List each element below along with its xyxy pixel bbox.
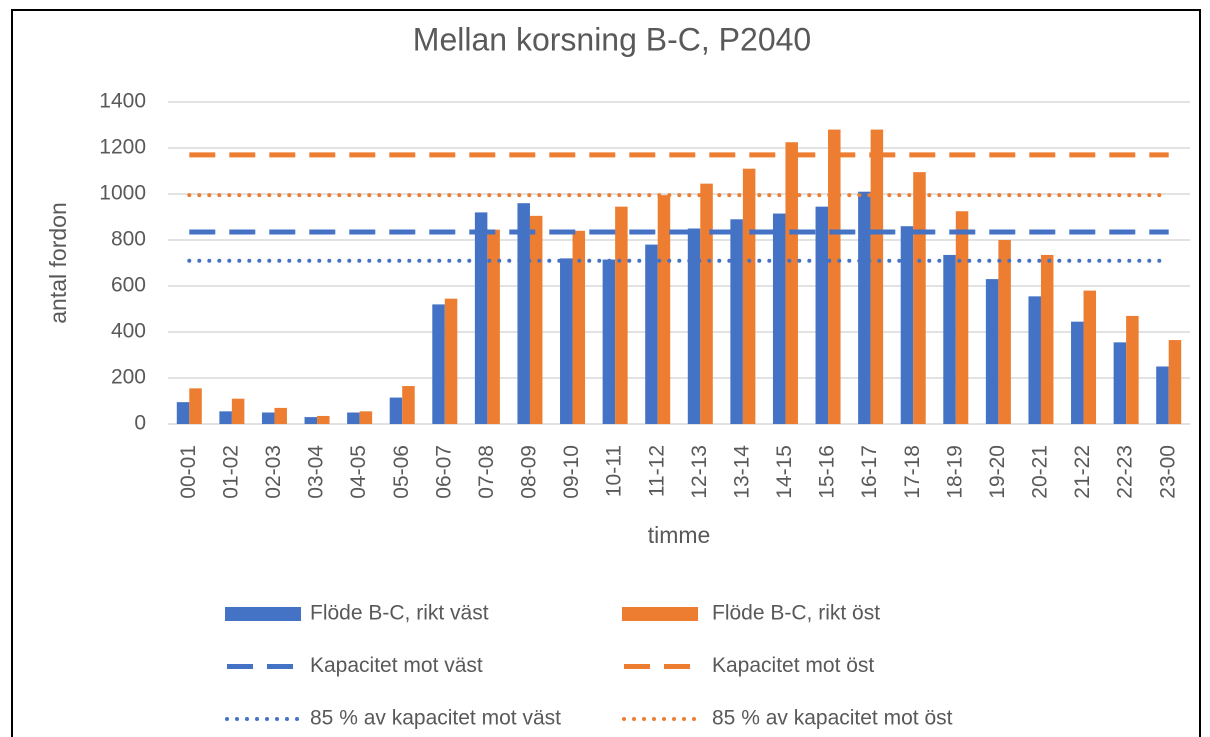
legend-label: 85 % av kapacitet mot öst — [712, 707, 953, 730]
bar — [645, 244, 658, 424]
y-tick-label: 400 — [111, 320, 146, 343]
bar — [1126, 315, 1139, 424]
bar — [687, 228, 701, 424]
bar — [474, 212, 488, 424]
x-tick-label: 22-23 — [1114, 445, 1137, 499]
bar — [828, 129, 841, 424]
y-tick-label: 200 — [111, 366, 146, 389]
bar — [785, 142, 798, 424]
x-tick-label: 05-06 — [390, 445, 413, 499]
y-tick-label: 800 — [111, 228, 146, 251]
bar — [1071, 321, 1084, 424]
x-tick-label: 16-17 — [858, 445, 881, 499]
x-tick-label: 23-00 — [1156, 445, 1179, 499]
x-tick-label: 13-14 — [730, 445, 753, 499]
x-tick-label: 03-04 — [305, 445, 328, 499]
bar — [858, 191, 871, 424]
bar — [359, 411, 373, 424]
x-tick-label: 14-15 — [773, 445, 796, 499]
bar — [815, 206, 829, 424]
bar — [517, 203, 530, 424]
x-tick-label: 12-13 — [688, 445, 711, 499]
bar — [742, 168, 756, 424]
bar — [402, 386, 415, 424]
y-tick-label: 0 — [134, 412, 146, 435]
x-tick-label: 01-02 — [219, 445, 242, 499]
legend-label: 85 % av kapacitet mot väst — [310, 707, 561, 730]
x-tick-label: 02-03 — [262, 445, 285, 499]
bar — [700, 183, 713, 424]
x-tick-label: 09-10 — [560, 445, 583, 499]
bar — [730, 219, 743, 424]
x-tick-label: 00-01 — [177, 445, 200, 499]
y-tick-label: 600 — [111, 274, 146, 297]
x-tick-label: 19-20 — [986, 445, 1009, 499]
x-tick-label: 18-19 — [943, 445, 966, 499]
bar — [347, 412, 360, 424]
bar — [955, 211, 969, 424]
bar — [985, 279, 999, 424]
legend-swatch — [622, 607, 698, 621]
y-axis-label: antal fordon — [45, 202, 71, 323]
x-tick-label: 08-09 — [518, 445, 541, 499]
bar — [1156, 366, 1169, 424]
bar — [176, 402, 190, 424]
bar — [572, 230, 586, 424]
y-tick-label: 1400 — [99, 90, 146, 113]
bar — [1040, 254, 1054, 424]
bar — [529, 215, 543, 424]
x-tick-label: 20-21 — [1029, 445, 1052, 499]
bar — [304, 417, 318, 424]
bar — [560, 258, 573, 424]
y-tick-label: 1200 — [99, 136, 146, 159]
bar — [389, 397, 403, 424]
legend-swatch — [225, 607, 301, 621]
bar — [444, 298, 458, 424]
legend-label: Kapacitet mot öst — [712, 654, 874, 677]
bar — [1028, 296, 1041, 424]
y-tick-label: 1000 — [99, 182, 146, 205]
bar — [189, 388, 202, 424]
bar — [1168, 340, 1182, 424]
chart-title: Mellan korsning B-C, P2040 — [413, 21, 811, 57]
bar — [913, 172, 926, 424]
bar — [900, 226, 914, 424]
bar — [487, 229, 500, 424]
bar — [1083, 290, 1097, 424]
bar — [998, 240, 1011, 424]
bar — [432, 304, 445, 424]
x-tick-label: 21-22 — [1071, 445, 1094, 499]
x-tick-label: 04-05 — [347, 445, 370, 499]
bar — [219, 411, 232, 424]
bar — [1113, 342, 1127, 424]
legend-label: Flöde B-C, rikt väst — [310, 602, 489, 625]
x-tick-label: 07-08 — [475, 445, 498, 499]
x-axis-label: timme — [648, 522, 711, 548]
legend-label: Kapacitet mot väst — [310, 654, 483, 677]
bar — [261, 412, 275, 424]
bar — [602, 259, 616, 424]
bar — [772, 213, 786, 424]
x-tick-label: 15-16 — [816, 445, 839, 499]
bar — [943, 254, 956, 424]
bar — [317, 415, 330, 424]
legend-label: Flöde B-C, rikt öst — [712, 602, 880, 625]
x-tick-label: 17-18 — [901, 445, 924, 499]
bar — [231, 398, 245, 424]
x-tick-label: 06-07 — [432, 445, 455, 499]
x-tick-label: 10-11 — [603, 445, 626, 497]
bar — [274, 407, 287, 424]
bar — [615, 206, 628, 424]
bar — [657, 195, 671, 424]
x-tick-label: 11-12 — [645, 445, 668, 497]
bar — [870, 129, 884, 424]
